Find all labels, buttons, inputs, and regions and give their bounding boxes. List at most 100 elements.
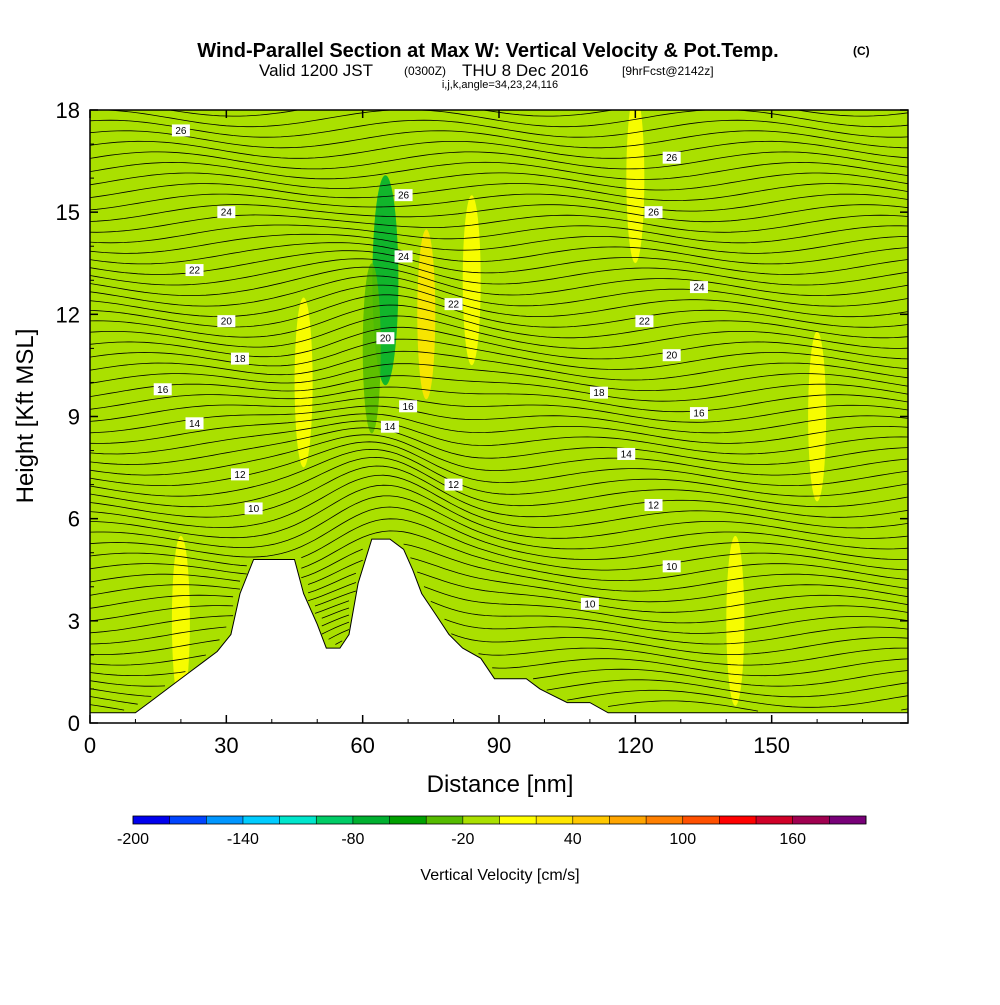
theta-line-26 bbox=[90, 413, 908, 444]
theta-line-52 bbox=[90, 151, 908, 170]
theta-line-1 bbox=[90, 689, 908, 708]
w-cell-11 bbox=[726, 535, 745, 706]
colorbar-swatch bbox=[499, 816, 537, 824]
w-cell-5 bbox=[517, 110, 536, 264]
x-axis: 0 30 60 90 120 150 bbox=[84, 110, 864, 758]
colorbar-swatch bbox=[389, 816, 427, 824]
terrain-group bbox=[90, 538, 908, 723]
x-tick-label: 90 bbox=[487, 733, 511, 758]
contour-label-bg bbox=[217, 315, 236, 328]
w-cell-9 bbox=[626, 110, 645, 264]
theta-line-10 bbox=[90, 571, 908, 613]
theta-line-14 bbox=[90, 518, 908, 571]
y-tick-label: 6 bbox=[68, 507, 80, 532]
theta-line-55 bbox=[90, 119, 908, 138]
contour-label-22: 22 bbox=[448, 300, 460, 311]
x-tick-label: 0 bbox=[84, 733, 96, 758]
contour-label-26: 26 bbox=[666, 153, 678, 164]
theta-line-50 bbox=[90, 172, 908, 191]
colorbar-tick-label: 40 bbox=[564, 831, 582, 848]
w-cell-3 bbox=[294, 297, 313, 468]
colorbar-swatch bbox=[133, 816, 170, 824]
contour-label-bg bbox=[662, 349, 681, 362]
contour-label-bg bbox=[580, 597, 599, 610]
theta-line-36 bbox=[90, 304, 908, 339]
x-tick-label: 30 bbox=[214, 733, 238, 758]
theta-line-57 bbox=[167, 110, 908, 117]
theta-line-58 bbox=[185, 104, 880, 106]
theta-line-48 bbox=[90, 193, 908, 212]
w-cell-2 bbox=[417, 229, 436, 400]
theta-line-53 bbox=[90, 140, 908, 159]
theta-line-31 bbox=[90, 363, 908, 391]
theta-line-18 bbox=[90, 474, 908, 529]
theta-line-21 bbox=[90, 448, 908, 497]
theta-line-40 bbox=[90, 266, 908, 297]
contour-label-bg bbox=[444, 298, 463, 311]
theta-line-30 bbox=[90, 375, 908, 402]
theta-line-34 bbox=[90, 326, 908, 360]
theta-line-2 bbox=[90, 640, 908, 698]
w-cell-8 bbox=[653, 110, 672, 264]
y-tick-label: 18 bbox=[56, 98, 80, 123]
colorbar-swatch bbox=[682, 816, 720, 824]
colorbar-tick-label: -20 bbox=[451, 831, 474, 848]
colorbar-swatch bbox=[829, 816, 867, 824]
contour-label-12: 12 bbox=[648, 501, 660, 512]
theta-line-9 bbox=[90, 582, 908, 624]
colorbar-swatch bbox=[756, 816, 793, 824]
contour-label-bg bbox=[662, 560, 681, 573]
contour-label-10: 10 bbox=[248, 504, 260, 515]
grid-indices: i,j,k,angle=34,23,24,116 bbox=[442, 79, 558, 91]
w-cell-1 bbox=[362, 263, 381, 434]
theta-line-8 bbox=[90, 590, 908, 634]
terrain bbox=[90, 538, 908, 723]
theta-line-44 bbox=[90, 233, 908, 254]
theta-line-5 bbox=[90, 614, 908, 666]
contour-label-16: 16 bbox=[693, 409, 705, 420]
forecast-info: [9hrFcst@2142z] bbox=[622, 64, 714, 78]
colorbar-swatch bbox=[792, 816, 830, 824]
contour-label-bg bbox=[217, 206, 236, 219]
contour-label-20: 20 bbox=[380, 334, 392, 345]
y-tick-label: 3 bbox=[68, 609, 80, 634]
colorbar-swatch bbox=[646, 816, 684, 824]
y-tick-label: 12 bbox=[56, 302, 80, 327]
theta-line-43 bbox=[90, 242, 908, 265]
contour-label-bg bbox=[394, 250, 413, 263]
contour-label-24: 24 bbox=[221, 208, 233, 219]
theta-line-22 bbox=[90, 441, 908, 486]
theta-line-45 bbox=[90, 224, 908, 244]
colorbar: -200 -140 -80 -20 40 100 160 bbox=[117, 815, 867, 848]
y-axis-label: Height [Kft MSL] bbox=[12, 329, 39, 504]
theta-line-6 bbox=[90, 607, 908, 655]
theta-line-12 bbox=[90, 543, 908, 592]
x-tick-label: 60 bbox=[350, 733, 374, 758]
colorbar-tick-label: 100 bbox=[669, 831, 696, 848]
x-axis-label: Distance [nm] bbox=[427, 771, 574, 798]
contour-label-20: 20 bbox=[666, 351, 678, 362]
contour-label-bg bbox=[444, 478, 463, 491]
chart-title: Wind-Parallel Section at Max W: Vertical… bbox=[197, 40, 778, 62]
theta-line-35 bbox=[90, 315, 908, 349]
contour-label-26: 26 bbox=[175, 126, 187, 137]
contour-label-bg bbox=[394, 189, 413, 202]
theta-line-4 bbox=[90, 621, 908, 677]
contour-label-18: 18 bbox=[234, 354, 246, 365]
contour-label-14: 14 bbox=[384, 422, 396, 433]
theta-line-7 bbox=[90, 600, 908, 645]
theta-line-29 bbox=[90, 386, 908, 413]
contour-label-20: 20 bbox=[221, 317, 233, 328]
contour-label-bg bbox=[399, 400, 418, 413]
theta-line-27 bbox=[90, 405, 908, 434]
theta-line-0 bbox=[90, 700, 908, 712]
colorbar-tick-label: -140 bbox=[227, 831, 259, 848]
colorbar-swatch bbox=[242, 816, 280, 824]
colorbar-swatch bbox=[169, 816, 207, 824]
colorbar-swatch bbox=[609, 816, 647, 824]
theta-line-42 bbox=[90, 250, 908, 275]
contour-label-bg bbox=[617, 447, 636, 460]
colorbar-swatch bbox=[316, 816, 354, 824]
theta-line-25 bbox=[90, 420, 908, 455]
